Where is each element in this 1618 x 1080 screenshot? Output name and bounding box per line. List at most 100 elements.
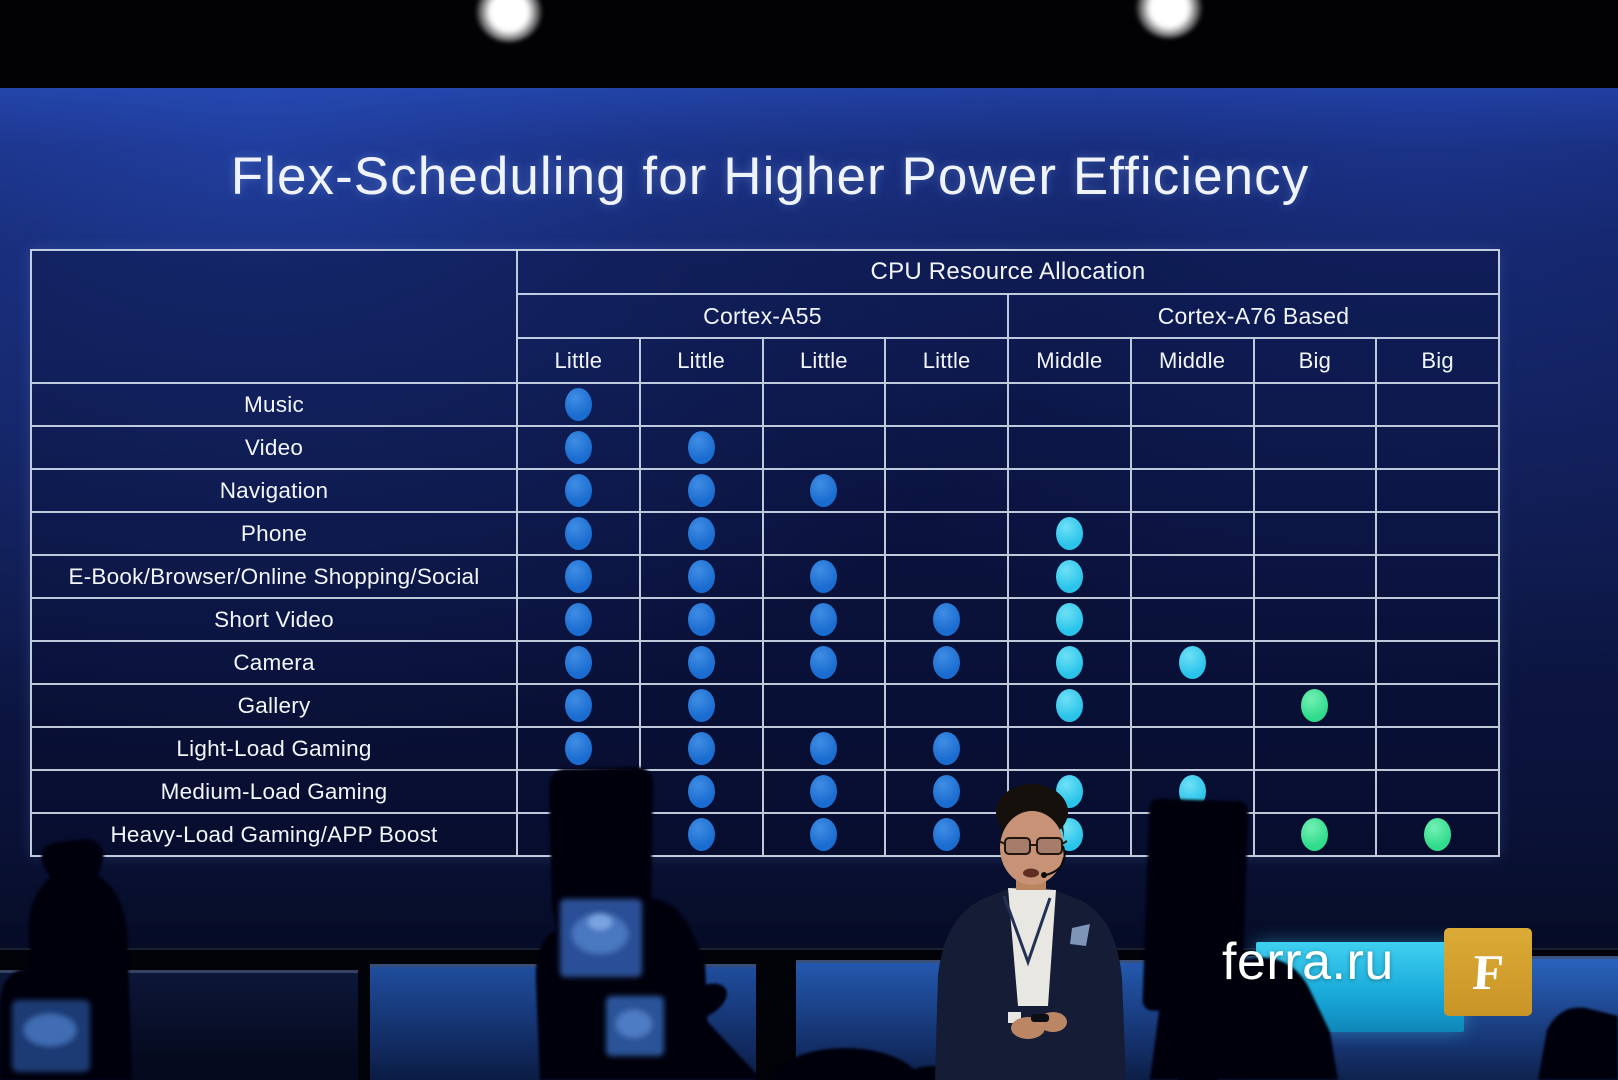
allocation-cell	[1253, 813, 1377, 856]
core-dot-little	[687, 560, 715, 593]
allocation-cell	[1008, 426, 1131, 469]
allocation-cell	[1376, 684, 1499, 727]
core-dot-little	[810, 775, 838, 808]
allocation-cell	[639, 555, 763, 598]
allocation-cell	[885, 641, 1008, 684]
allocation-cell	[762, 598, 886, 641]
row-label: Medium-Load Gaming	[31, 770, 517, 813]
core-dot-big	[1301, 689, 1329, 722]
allocation-cell	[1008, 555, 1131, 598]
core-dot-middle	[1055, 689, 1083, 722]
core-dot-little	[564, 388, 592, 421]
stage-panel-2	[370, 964, 756, 1080]
allocation-cell	[1376, 512, 1499, 555]
core-dot-middle	[1178, 646, 1206, 679]
core-dot-little	[564, 646, 592, 679]
core-dot-little	[810, 732, 838, 765]
column-header-6: Middle	[1130, 338, 1254, 383]
allocation-cell	[1376, 727, 1499, 770]
allocation-cell	[639, 469, 763, 512]
allocation-cell	[885, 684, 1008, 727]
allocation-cell	[639, 770, 763, 813]
allocation-cell	[1376, 469, 1499, 512]
core-dot-little	[564, 560, 592, 593]
core-dot-middle	[1055, 517, 1083, 550]
allocation-cell	[639, 813, 763, 856]
allocation-cell	[762, 555, 886, 598]
allocation-cell	[762, 512, 886, 555]
row-label: Music	[31, 383, 517, 426]
row-label: Navigation	[31, 469, 517, 512]
allocation-cell	[517, 555, 640, 598]
allocation-cell	[639, 684, 763, 727]
allocation-cell	[1253, 555, 1377, 598]
slide-title: Flex-Scheduling for Higher Power Efficie…	[230, 147, 1310, 206]
allocation-cell	[1253, 469, 1377, 512]
allocation-cell	[1008, 684, 1131, 727]
allocation-cell	[517, 383, 640, 426]
core-dot-little	[564, 517, 592, 550]
allocation-cell	[1130, 512, 1254, 555]
allocation-cell	[1008, 727, 1131, 770]
core-dot-middle	[1178, 818, 1206, 851]
core-dot-little	[564, 732, 592, 765]
core-dot-big	[1424, 818, 1452, 851]
allocation-cell	[517, 770, 640, 813]
column-header-1: Little	[517, 338, 640, 383]
allocation-cell	[1008, 469, 1131, 512]
cpu-resource-allocation-header: CPU Resource Allocation	[517, 250, 1499, 294]
allocation-cell	[885, 813, 1008, 856]
stage-panel-1	[0, 970, 358, 1080]
allocation-cell	[639, 383, 763, 426]
allocation-cell	[762, 813, 886, 856]
stage-light-right	[1136, 0, 1202, 38]
allocation-cell	[1130, 641, 1254, 684]
core-dot-little	[810, 818, 838, 851]
allocation-cell	[1376, 598, 1499, 641]
allocation-cell	[1008, 383, 1131, 426]
allocation-cell	[1130, 727, 1254, 770]
cortex-a55-group-header: Cortex-A55	[517, 294, 1008, 338]
allocation-cell	[885, 555, 1008, 598]
watermark-site-name: ferra.ru	[1222, 933, 1394, 991]
core-dot-little	[687, 818, 715, 851]
allocation-cell	[1376, 426, 1499, 469]
core-dot-little	[933, 603, 961, 636]
core-dot-little	[810, 646, 838, 679]
core-dot-middle	[1178, 775, 1206, 808]
core-dot-little	[933, 646, 961, 679]
column-header-3: Little	[762, 338, 886, 383]
row-label: Heavy-Load Gaming/APP Boost	[31, 813, 517, 856]
allocation-cell	[1130, 598, 1254, 641]
column-header-2: Little	[639, 338, 763, 383]
core-dot-little	[564, 689, 592, 722]
allocation-cell	[639, 727, 763, 770]
allocation-cell	[517, 469, 640, 512]
allocation-cell	[762, 770, 886, 813]
core-dot-little	[564, 775, 592, 808]
core-dot-little	[687, 732, 715, 765]
watermark-logo-letter: F	[1470, 944, 1506, 1000]
allocation-cell	[1376, 770, 1499, 813]
allocation-cell	[762, 426, 886, 469]
allocation-cell	[1253, 770, 1377, 813]
allocation-cell	[885, 727, 1008, 770]
core-dot-little	[687, 646, 715, 679]
allocation-cell	[639, 426, 763, 469]
cpu-allocation-table: CPU Resource Allocation Cortex-A55 Corte…	[30, 249, 1500, 857]
stage-panel-3	[796, 960, 1178, 1080]
core-dot-little	[687, 775, 715, 808]
allocation-cell	[762, 469, 886, 512]
row-label: Phone	[31, 512, 517, 555]
allocation-cell	[639, 598, 763, 641]
allocation-cell	[517, 598, 640, 641]
core-dot-little	[933, 818, 961, 851]
watermark-logo: F	[1444, 928, 1532, 1016]
allocation-cell	[1008, 512, 1131, 555]
row-label: Video	[31, 426, 517, 469]
allocation-cell	[1253, 684, 1377, 727]
allocation-cell	[517, 641, 640, 684]
core-dot-little	[933, 732, 961, 765]
allocation-cell	[1253, 383, 1377, 426]
allocation-cell	[885, 770, 1008, 813]
